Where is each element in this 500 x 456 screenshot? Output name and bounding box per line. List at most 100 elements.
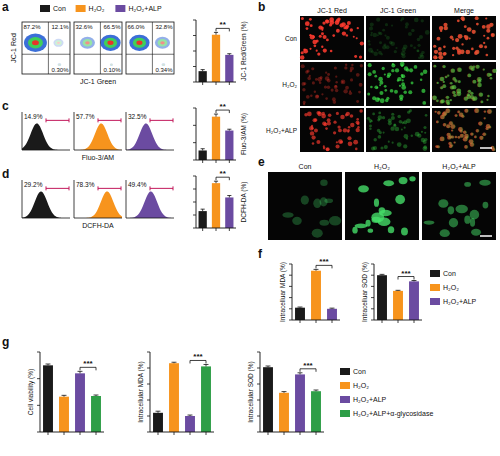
- cell: [335, 85, 337, 87]
- cell: [476, 50, 480, 54]
- cell: [409, 109, 412, 112]
- cell: [438, 111, 442, 115]
- y-tick: [193, 35, 196, 36]
- cell: [367, 117, 370, 120]
- cell: [346, 25, 349, 28]
- cell: [402, 47, 406, 51]
- legend-label: Con: [353, 368, 366, 375]
- cell: [447, 133, 451, 137]
- y-axis-label: Intracellular SOD (%): [247, 361, 255, 422]
- bars: [43, 364, 101, 432]
- cell: [469, 139, 474, 144]
- line: [412, 280, 417, 281]
- cell: [383, 132, 385, 134]
- cell: [343, 89, 347, 93]
- cell: [406, 118, 411, 123]
- scale-bar: [480, 235, 492, 237]
- cell: [491, 33, 495, 37]
- cell: [455, 114, 458, 117]
- cell: [477, 83, 481, 87]
- image-background: [300, 62, 364, 106]
- y-tick: [371, 297, 374, 298]
- x-tick: [190, 432, 191, 435]
- cell: [459, 127, 464, 132]
- cell: [440, 229, 450, 237]
- quadrant-label: 66.5%: [103, 24, 121, 30]
- flow-plot: [126, 22, 174, 74]
- line: [69, 118, 70, 122]
- cell: [488, 126, 491, 129]
- cell: [444, 52, 447, 55]
- cell: [342, 81, 344, 83]
- density-cluster: [129, 35, 149, 51]
- cell: [464, 35, 467, 38]
- cell: [336, 19, 340, 23]
- cell: [371, 217, 381, 223]
- cell: [310, 95, 313, 98]
- cell: [326, 148, 329, 151]
- cell: [391, 116, 395, 120]
- cell: [463, 137, 468, 142]
- image-background: [366, 108, 430, 152]
- cell: [461, 43, 463, 45]
- bar: [59, 397, 69, 432]
- histogram-curve: [126, 191, 174, 218]
- cell: [315, 95, 319, 99]
- bar: [295, 374, 305, 432]
- bar: [225, 131, 233, 160]
- y-tick: [193, 142, 196, 143]
- cell: [360, 41, 364, 45]
- quadrant-label: 12.1%: [51, 24, 69, 30]
- legend-swatch: [430, 284, 440, 291]
- y-tick: [193, 176, 196, 177]
- cell: [408, 90, 412, 94]
- y-tick: [147, 400, 150, 401]
- significance: **: [220, 102, 227, 111]
- cell: [358, 185, 369, 192]
- legend-swatch: [340, 382, 350, 389]
- cell: [377, 34, 379, 36]
- cell: [369, 26, 373, 30]
- cell: [436, 99, 439, 102]
- cell: [395, 68, 399, 72]
- cell: [359, 55, 362, 58]
- quadrant-label: 32.6%: [76, 24, 94, 30]
- significance: **: [220, 169, 227, 178]
- cell: [384, 145, 388, 149]
- bars: [377, 274, 419, 320]
- cell: [492, 148, 496, 152]
- legend-label: H₂O₂+ALP: [128, 5, 162, 12]
- cell: [350, 70, 353, 73]
- cell: [446, 96, 449, 99]
- ellipse: [107, 41, 113, 45]
- cell: [326, 147, 330, 151]
- y-tick: [193, 66, 196, 67]
- cell: [437, 82, 439, 84]
- cell: [383, 180, 394, 186]
- cell: [478, 93, 482, 97]
- cell: [397, 77, 401, 81]
- cell: [484, 110, 486, 112]
- histogram-curve: [74, 191, 122, 218]
- cell: [441, 99, 445, 103]
- cell: [486, 54, 489, 57]
- image-background: [300, 16, 364, 60]
- cell: [475, 136, 478, 139]
- image-background: [300, 108, 364, 152]
- y-axis: [374, 264, 375, 320]
- cell: [417, 44, 420, 47]
- cell: [471, 132, 474, 135]
- cell: [443, 111, 447, 115]
- line: [227, 53, 231, 54]
- y-tick: [257, 352, 260, 353]
- micrograph: [300, 62, 364, 106]
- cell: [475, 65, 479, 69]
- cell: [450, 99, 452, 101]
- cell: [401, 79, 403, 81]
- density-cluster: [53, 39, 63, 47]
- micrograph: [366, 108, 430, 152]
- micrograph: [366, 62, 430, 106]
- cell: [340, 115, 345, 120]
- cell: [395, 127, 400, 132]
- cell: [424, 220, 435, 224]
